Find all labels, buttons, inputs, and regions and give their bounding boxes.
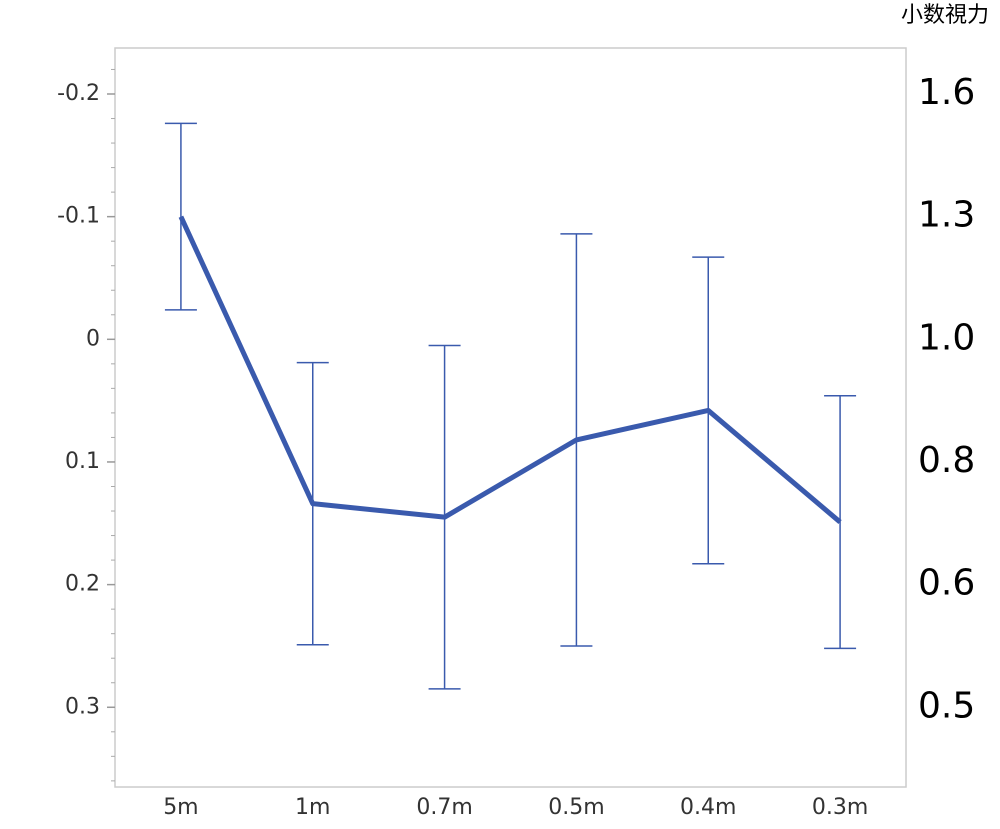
y-tick-label: 0.3 [65,694,100,719]
y-tick-label: -0.2 [57,81,100,106]
y2-tick-label: 0.8 [918,440,975,481]
x-tick-label: 0.4m [680,795,736,820]
y2-tick-label: 1.0 [918,317,975,358]
y-tick-label: 0 [86,326,100,351]
y-tick-label: 0.2 [65,572,100,597]
y2-tick-label: 0.5 [918,685,975,726]
data-line [178,215,842,524]
y2-tick-label: 0.6 [918,563,975,604]
x-tick-label: 0.5m [548,795,604,820]
y-tick-label: -0.1 [57,204,100,229]
y2-tick-label: 1.3 [918,195,975,236]
plot-frame [114,47,907,788]
y-tick-label: 0.1 [65,449,100,474]
x-tick-label: 1m [295,795,330,820]
x-tick-label: 5m [163,795,198,820]
x-tick-label: 0.7m [416,795,472,820]
y2-axis-title: 小数視力 [901,3,989,28]
y2-tick-label: 1.6 [918,72,975,113]
x-tick-label: 0.3m [812,795,868,820]
